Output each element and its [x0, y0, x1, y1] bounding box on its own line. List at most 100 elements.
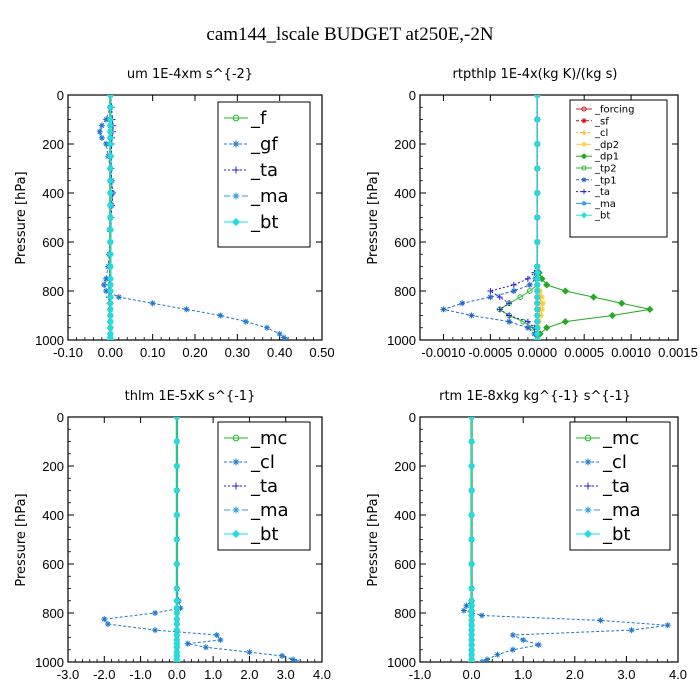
rtpthlp-data-point: [538, 312, 545, 319]
rtm-data-point: [535, 641, 542, 648]
rtpthlp-data-point: [533, 336, 541, 340]
thlm-data-point: [202, 644, 209, 651]
thlm-data-point: [177, 605, 184, 612]
rtm-legend-label: _ma: [602, 500, 641, 521]
um-y-tick-label: 600: [42, 235, 64, 250]
rtm-legend-marker: [584, 458, 592, 466]
rtm-legend-label: _mc: [602, 428, 639, 449]
um-x-tick-label: 0.00: [98, 345, 123, 360]
um-y-tick-label: 1000: [35, 333, 64, 348]
rtpthlp-series-line: [489, 95, 538, 340]
rtm-legend: _mc _cl _ta _ma _bt: [569, 421, 671, 551]
rtpthlp-y-tick-label: 600: [394, 235, 416, 250]
thlm-data-point: [213, 632, 220, 639]
um-y-tick-label: 0: [57, 88, 64, 103]
rtpthlp-legend-marker: [581, 189, 587, 195]
rtm-data-point: [468, 535, 476, 544]
rtpthlp-data-point: [538, 306, 545, 313]
rtpthlp-legend-marker: [580, 153, 588, 160]
thlm-data-point: [101, 616, 108, 623]
um-data-point: [106, 250, 114, 258]
thlm-x-tick-label: -2.0: [93, 667, 115, 682]
rtm-y-tick-label: 0: [409, 410, 416, 425]
rtpthlp-legend-label: _dp1: [594, 152, 619, 163]
um-data-point: [242, 318, 249, 325]
rtm-data-point: [509, 632, 516, 639]
rtm-data-point: [478, 612, 485, 619]
rtpthlp-data-point: [533, 238, 541, 246]
rtpthlp-data-point: [524, 324, 531, 331]
um-data-point: [106, 213, 114, 222]
thlm-legend-label: _ta: [250, 476, 278, 497]
rtm-legend-marker: [584, 506, 592, 514]
rtm-data-point: [664, 622, 671, 629]
thlm-data-point: [289, 656, 296, 662]
rtpthlp-legend-label: _ma: [594, 199, 616, 210]
thlm-y-tick-label: 200: [42, 459, 64, 474]
rtpthlp-data-point: [459, 300, 466, 307]
um-data-point: [183, 306, 190, 313]
rtm-legend-label: _ta: [602, 476, 630, 497]
rtm-data-point: [520, 636, 527, 643]
rtm-y-axis-label: Pressure [hPa]: [366, 493, 381, 586]
rtpthlp-series-ta: [487, 95, 541, 340]
rtm-x-tick-label: 3.0: [617, 667, 635, 682]
rtm-x-tick-label: 1.0: [514, 667, 532, 682]
rtpthlp-x-tick-label: 0.0015: [658, 345, 698, 360]
thlm-series-bt: [173, 417, 181, 662]
rtpthlp-data-point: [487, 288, 494, 294]
um-data-point: [106, 140, 114, 148]
rtpthlp-legend-label: _ta: [594, 187, 610, 198]
rtpthlp-data-point: [524, 275, 531, 282]
um-legend-label: _gf: [250, 134, 278, 155]
thlm-legend-marker: [232, 434, 240, 442]
rtpthlp-data-point: [496, 294, 503, 301]
um-data-point: [217, 312, 224, 319]
rtpthlp-series-tp1: [440, 95, 541, 340]
rtm-data-point: [597, 617, 604, 624]
rtpthlp-legend-label: _forcing: [594, 105, 635, 116]
rtpthlp-legend: _forcing_sf_cl_dp2_dp1_tp2_tp1_ta_ma_bt: [569, 99, 668, 238]
rtpthlp-data-point: [543, 324, 551, 332]
rtpthlp-data-point: [526, 288, 533, 294]
rtm-data-point: [468, 417, 476, 421]
thlm-y-axis-label: Pressure [hPa]: [14, 493, 29, 586]
um-data-point: [263, 324, 270, 331]
thlm-y-tick-label: 1000: [35, 655, 64, 670]
thlm-legend: _mc _cl _ta _ma _bt: [217, 421, 311, 551]
rtpthlp-y-axis-label: Pressure [hPa]: [366, 171, 381, 264]
um-legend-marker: [231, 217, 241, 227]
thlm-data-point: [173, 658, 181, 662]
rtpthlp-data-point: [543, 281, 551, 289]
um-legend-label: _f: [250, 108, 267, 129]
rtpthlp-data-point: [533, 95, 541, 99]
rtpthlp-data-point: [440, 306, 447, 313]
thlm-data-point: [173, 597, 181, 605]
um-legend: _f _gf _ta _ma _bt: [217, 101, 311, 248]
thlm-y-tick-label: 600: [42, 557, 64, 572]
thlm-data-point: [173, 535, 181, 544]
rtpthlp-data-point: [539, 300, 546, 307]
rtpthlp-data-point: [510, 288, 517, 294]
thlm-data-point: [173, 462, 181, 470]
rtpthlp-data-point: [506, 318, 513, 325]
rtm-panel-title: rtm 1E-8xkg kg^{-1} s^{-1}: [439, 389, 631, 404]
thlm-data-point: [173, 511, 181, 519]
um-data-point: [280, 334, 287, 340]
thlm-data-point: [184, 640, 191, 647]
thlm-data-point: [279, 652, 286, 659]
rtpthlp-legend-marker: [581, 177, 587, 183]
rtpthlp-x-tick-label: 0.0000: [517, 345, 557, 360]
um-data-point: [103, 141, 110, 147]
thlm-data-point: [104, 621, 111, 628]
thlm-legend-label: _cl: [250, 452, 275, 473]
rtm-y-tick-label: 1000: [387, 655, 416, 670]
rtpthlp-data-point: [538, 294, 545, 301]
thlm-data-point: [152, 610, 159, 616]
rtpthlp-data-point: [533, 164, 541, 173]
thlm-x-tick-label: 0.0: [168, 667, 186, 682]
rtm-series-bt: [468, 417, 476, 662]
rtm-panel: rtm 1E-8xkg kg^{-1} s^{-1} Pressure [hPa…: [366, 389, 687, 682]
rtpthlp-data-point: [510, 281, 517, 288]
um-data-point: [106, 103, 114, 111]
